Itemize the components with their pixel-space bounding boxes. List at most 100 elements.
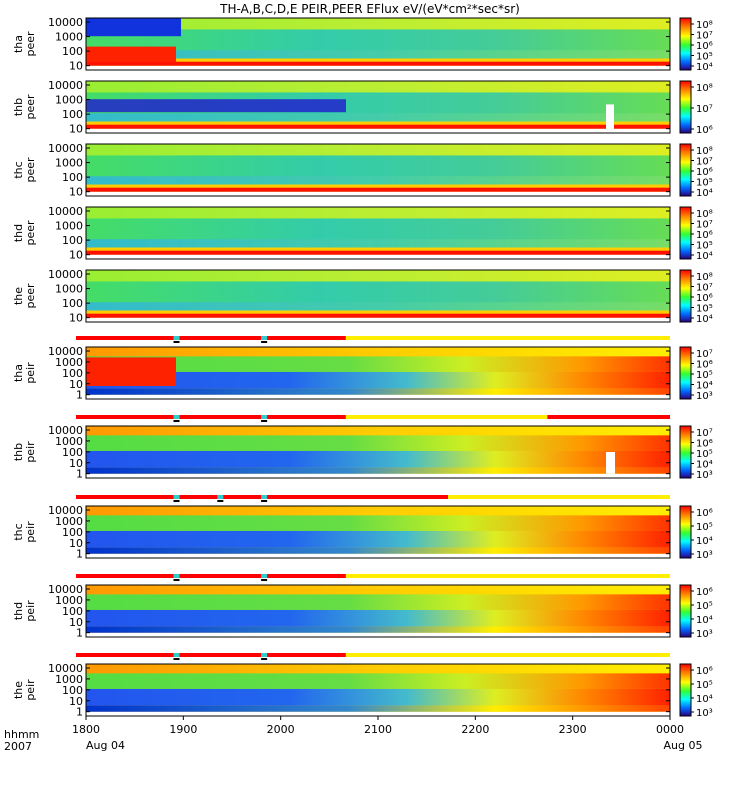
panel-probe-label: the	[12, 681, 25, 699]
x-tick-label: 2000	[267, 723, 295, 736]
mode-bar-yellow	[345, 574, 670, 578]
y-tick-label: 10000	[48, 583, 83, 596]
y-tick-label: 10000	[48, 345, 83, 358]
colorbar-tick-label: 10⁴	[696, 381, 713, 392]
colorbar-tick-label: 10⁶	[696, 666, 713, 677]
spectrogram-band	[86, 124, 670, 129]
colorbar	[679, 346, 692, 400]
panel-probe-label: the	[12, 287, 25, 305]
mode-marker-tick	[261, 579, 268, 581]
colorbar-tick-label: 10⁷	[696, 428, 713, 439]
x-tick-label: 1900	[169, 723, 197, 736]
colorbar-tick-label: 10⁵	[696, 449, 713, 460]
spectrogram-band	[86, 530, 670, 548]
spectrogram-band	[86, 281, 670, 304]
y-tick-label: 10	[69, 537, 83, 550]
mode-bar-yellow	[345, 336, 670, 340]
colorbar-tick-label: 10⁷	[696, 157, 713, 168]
colorbar-tick-label: 10⁶	[696, 508, 713, 519]
y-tick-label: 10	[69, 123, 83, 136]
mode-bar-yellow	[345, 653, 670, 657]
y-tick-label: 10000	[48, 142, 83, 155]
mode-bar-red	[76, 336, 346, 340]
colorbar-tick-label: 10³	[696, 391, 713, 402]
mode-marker	[261, 495, 268, 499]
spectrogram-band	[86, 239, 670, 248]
plot-frame	[85, 80, 671, 134]
y-tick-label: 10	[69, 378, 83, 391]
colorbar-tick-label: 10⁵	[696, 522, 713, 533]
spectrogram-thc-peer	[86, 144, 670, 196]
mode-marker-tick	[173, 420, 180, 422]
time-axis-label-hhmm: hhmm	[4, 728, 39, 741]
spectrogram-band	[86, 50, 670, 59]
colorbar-tick-label: 10⁵	[696, 304, 713, 315]
y-tick-label: 10	[69, 186, 83, 199]
spectrogram-thb-peer	[86, 81, 670, 133]
y-tick-label: 1000	[55, 435, 83, 448]
colorbar-tick-label: 10⁸	[696, 146, 713, 157]
mode-marker-tick	[261, 500, 268, 502]
y-tick-label: 1000	[55, 220, 83, 233]
y-tick-label: 10000	[48, 662, 83, 675]
colorbar-tick-label: 10⁷	[696, 220, 713, 231]
spectrogram-band	[86, 250, 670, 255]
mode-marker-tick	[261, 658, 268, 660]
spectrogram-thd-peer	[86, 207, 670, 259]
spectrogram-band	[86, 473, 670, 478]
mode-bar-red	[76, 574, 346, 578]
colorbar-tick-label: 10⁸	[696, 272, 713, 283]
colorbar	[679, 425, 692, 479]
colorbar-tick-label: 10⁶	[696, 167, 713, 178]
colorbar-tick-label: 10⁶	[696, 41, 713, 52]
colorbar-tick-label: 10⁵	[696, 370, 713, 381]
spectrogram-band	[86, 711, 670, 716]
x-tick-label: 1800	[72, 723, 100, 736]
spectrogram-band	[86, 310, 670, 315]
colorbar	[679, 584, 692, 638]
y-tick-label: 100	[62, 446, 83, 459]
mode-bar-red	[76, 653, 346, 657]
colorbar	[679, 17, 692, 71]
plot-frame	[85, 143, 671, 197]
start-date-label: Aug 04	[86, 739, 125, 752]
colorbar-tick-label: 10³	[696, 550, 713, 561]
spectrogram-the-peer	[86, 270, 670, 322]
spectrogram-band	[86, 302, 670, 311]
y-tick-label: 10	[69, 60, 83, 73]
mode-marker	[173, 336, 180, 340]
y-tick-label: 100	[62, 171, 83, 184]
colorbar-tick-label: 10³	[696, 629, 713, 640]
y-tick-label: 10	[69, 249, 83, 262]
colorbar-tick-label: 10⁸	[696, 209, 713, 220]
colorbar-tick-label: 10⁵	[696, 601, 713, 612]
colorbar-tick-label: 10⁶	[696, 230, 713, 241]
y-tick-label: 10000	[48, 79, 83, 92]
y-tick-label: 100	[62, 367, 83, 380]
spectrogram-band	[86, 371, 670, 389]
y-tick-label: 1000	[55, 283, 83, 296]
panel-product-label: peir	[24, 600, 37, 622]
colorbar-tick-label: 10³	[696, 470, 713, 481]
colorbar-tick-label: 10⁶	[696, 587, 713, 598]
mode-marker-tick	[173, 500, 180, 502]
y-tick-label: 10	[69, 695, 83, 708]
panel-probe-label: thb	[12, 443, 25, 461]
y-tick-label: 1000	[55, 94, 83, 107]
y-tick-label: 10	[69, 312, 83, 325]
spectrogram-tha-peir	[86, 347, 670, 399]
y-tick-label: 1000	[55, 594, 83, 607]
mode-marker-tick	[261, 341, 268, 343]
y-tick-label: 10000	[48, 268, 83, 281]
spectrogram-band	[86, 594, 670, 610]
colorbar-tick-label: 10³	[696, 708, 713, 719]
spectrogram-band	[86, 121, 670, 126]
panel-product-label: peer	[24, 283, 37, 309]
colorbar-tick-label: 10⁸	[696, 20, 713, 31]
spectrogram-the-peir	[86, 664, 670, 716]
